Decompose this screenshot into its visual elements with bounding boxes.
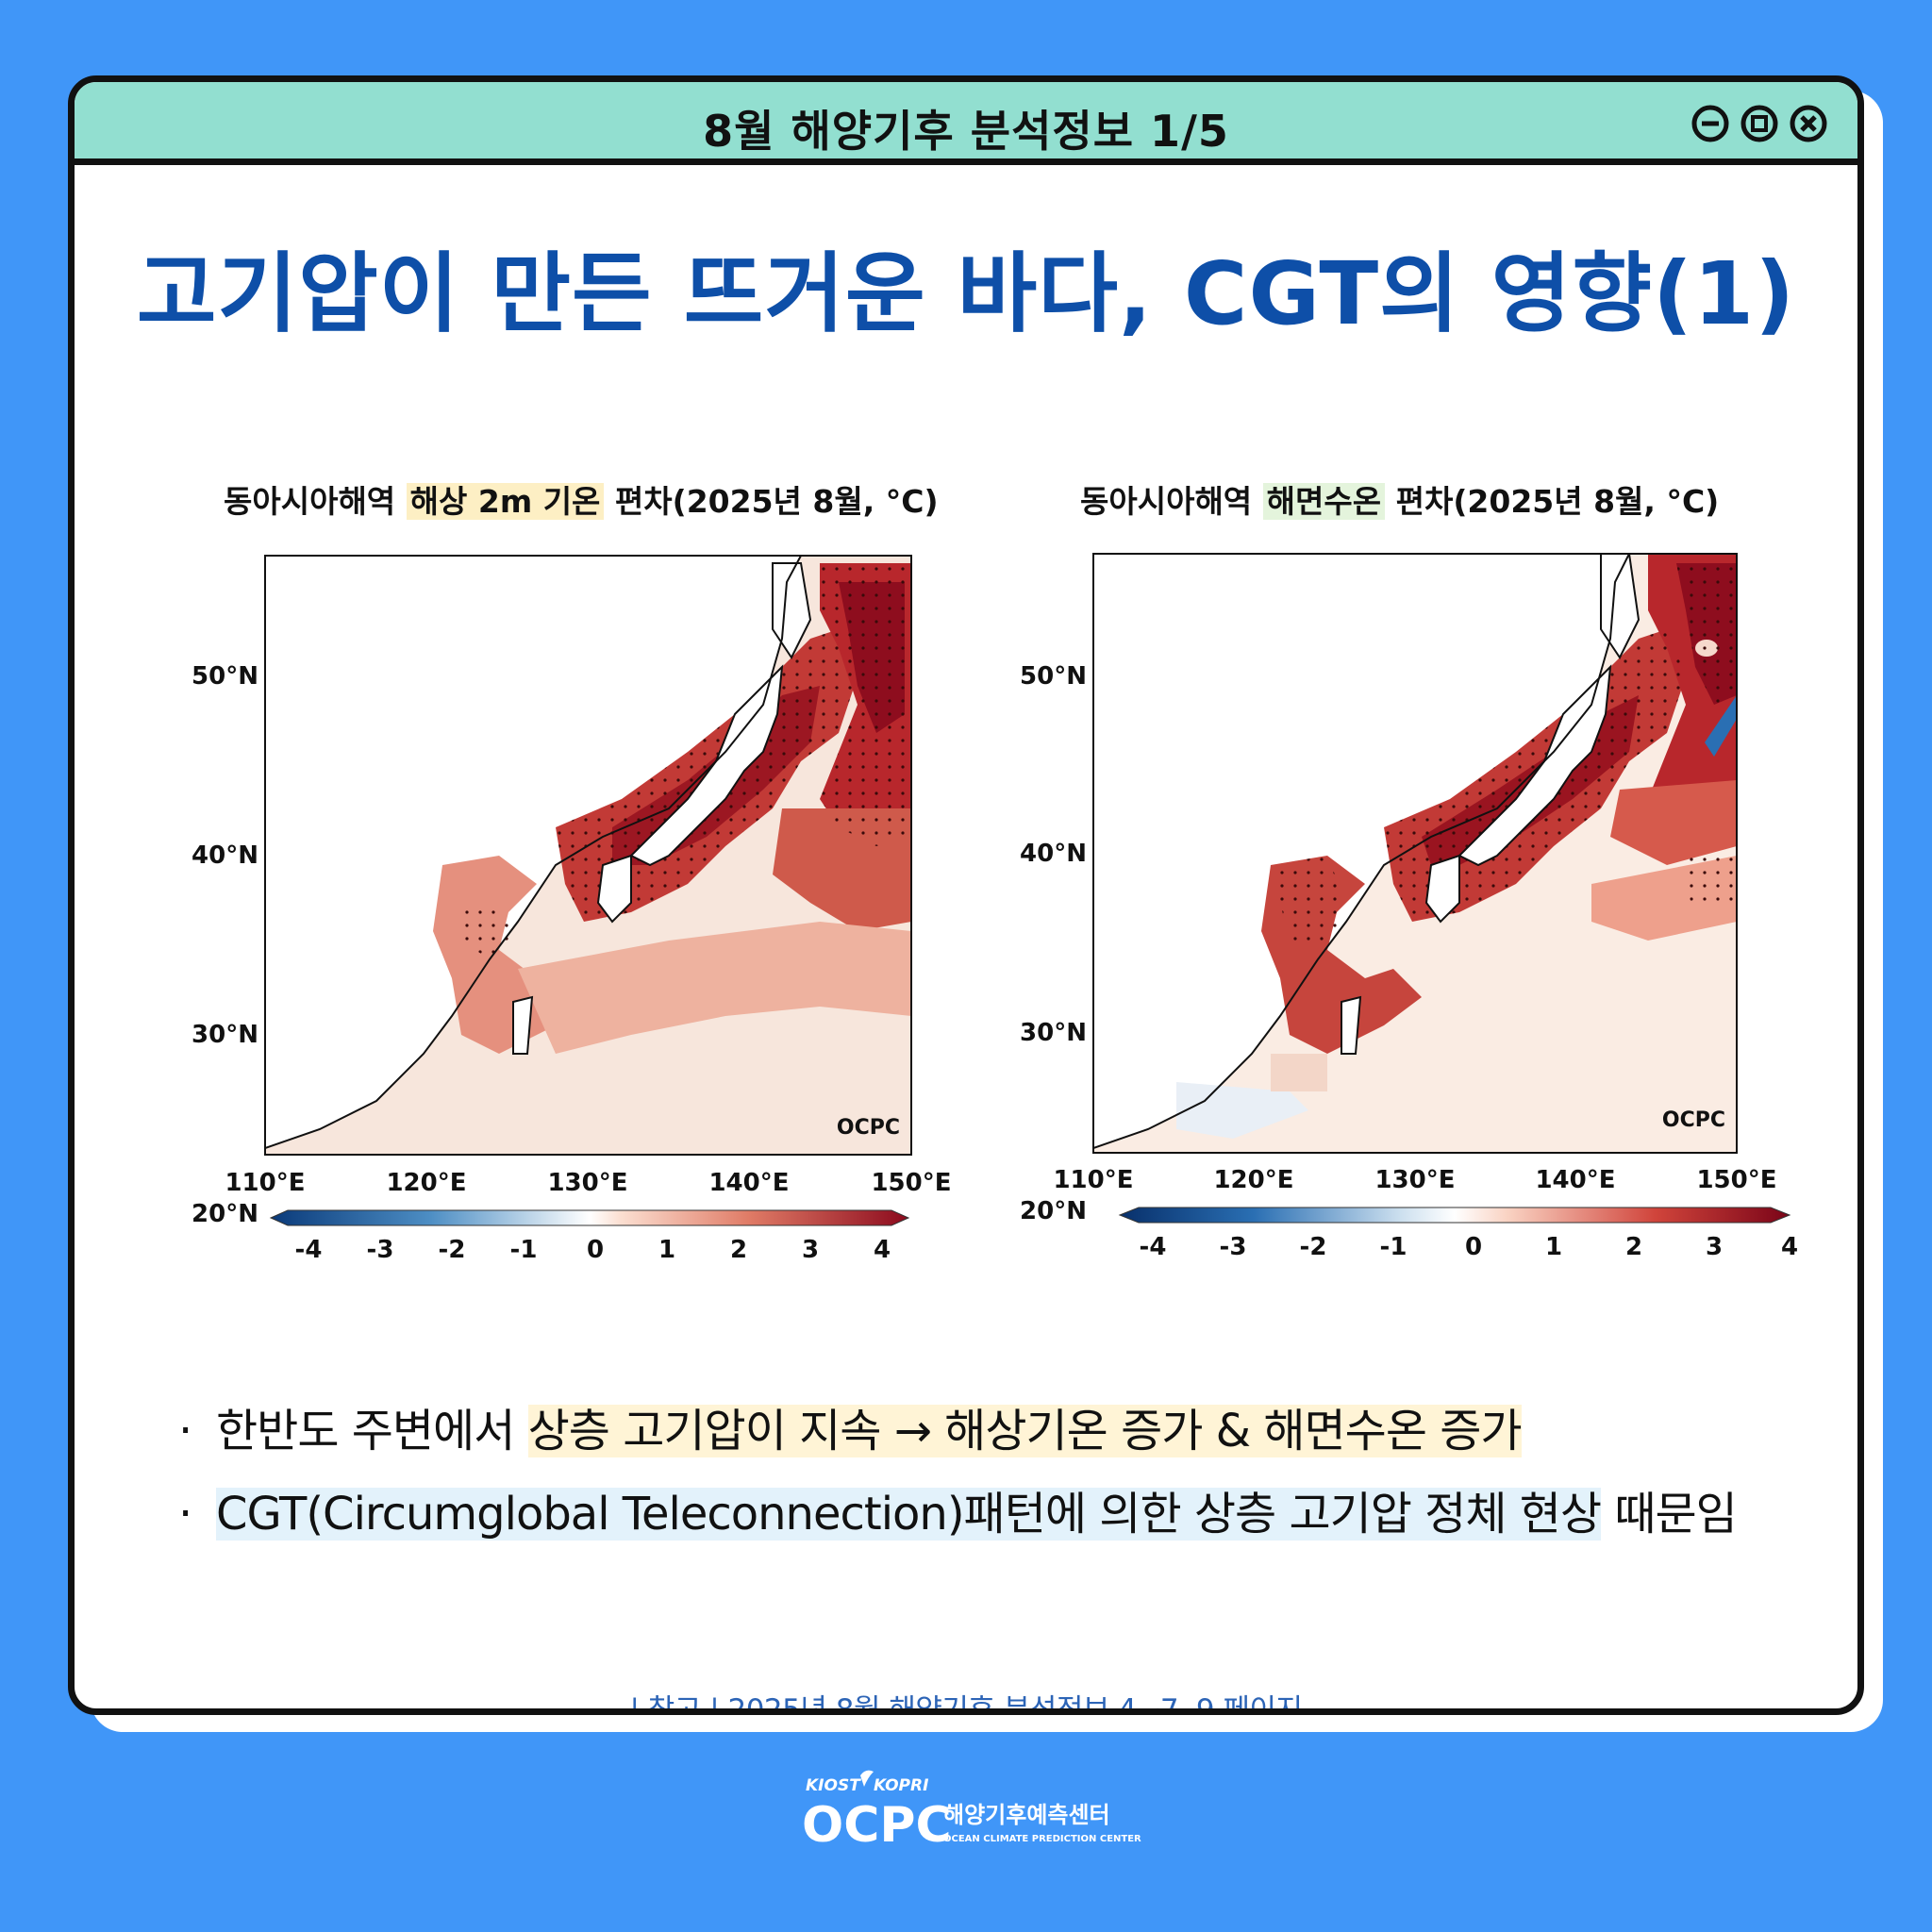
colorbar-ticks: -4 -3 -2 -1 0 1 2 3 4: [1140, 1233, 1798, 1261]
window-card: 8월 해양기후 분석정보 1/5 고기압이 만든 뜨거운 바다, CGT의 영향…: [68, 75, 1864, 1715]
reference-note: | 참고 | 2025년 8월 해양기후 분석정보 4~7, 9 페이지: [629, 1693, 1304, 1715]
map-title-highlight: 해면수온: [1262, 483, 1386, 520]
center-name-ko: 해양기후예측센터: [943, 1802, 1110, 1828]
lon-tick: 150°E: [871, 1169, 951, 1197]
bullet-highlight: CGT(Circumglobal Teleconnection)패턴에 의한 상…: [216, 1488, 1602, 1541]
lat-tick: 50°N: [192, 662, 258, 691]
colorbar-tick: 1: [1545, 1233, 1562, 1261]
lon-tick: 130°E: [1374, 1166, 1455, 1194]
colorbar-tick: 0: [1465, 1233, 1482, 1261]
colorbar-tick: 3: [802, 1236, 819, 1264]
lat-tick: 30°N: [1020, 1019, 1087, 1047]
lat-tick: 20°N: [1020, 1197, 1087, 1225]
map-title-prefix: 동아시아해역: [1080, 483, 1263, 520]
lon-tick: 140°E: [708, 1169, 789, 1197]
lat-axis: 50°N 40°N 30°N 20°N: [192, 662, 258, 1228]
map-air-temp-anomaly: OCPC 50°N 40°N 30°N 20°N 110°E 120°E 130…: [192, 555, 952, 1264]
lon-tick: 120°E: [1213, 1166, 1293, 1194]
lon-tick: 150°E: [1696, 1166, 1776, 1194]
window-title: 8월 해양기후 분석정보 1/5: [703, 106, 1229, 157]
ocpc-logo-text: OCPC: [802, 1797, 952, 1851]
colorbar-tick: 0: [587, 1236, 604, 1264]
bullet-item: · 한반도 주변에서 상층 고기압이 지속 → 해상기온 증가 & 해면수온 증가: [178, 1393, 1737, 1459]
center-name-en: OCEAN CLIMATE PREDICTION CENTER: [943, 1834, 1141, 1844]
page-title: 고기압이 만든 뜨거운 바다, CGT의 영향(1): [136, 243, 1796, 344]
kiost-logo-text: KIOST: [806, 1776, 861, 1795]
map-title-suffix: 편차(2025년 8월, °C): [1385, 483, 1720, 520]
lon-axis: 110°E 120°E 130°E 140°E 150°E: [1053, 1166, 1776, 1194]
colorbar-tick: -4: [1140, 1233, 1167, 1261]
lon-tick: 120°E: [386, 1169, 466, 1197]
colorbar-tick: 4: [1781, 1233, 1798, 1261]
colorbar-tick: 3: [1706, 1233, 1723, 1261]
lat-tick: 30°N: [192, 1021, 258, 1049]
bullet-plain: 한반도 주변에서: [216, 1405, 528, 1457]
colorbar-tick: -2: [1300, 1233, 1327, 1261]
lon-axis: 110°E 120°E 130°E 140°E 150°E: [225, 1169, 951, 1197]
lat-tick: 40°N: [1020, 840, 1087, 868]
close-icon[interactable]: [1788, 103, 1829, 144]
leaf-icon: [860, 1770, 874, 1787]
bullet-dot: ·: [178, 1405, 192, 1457]
summary-bullets: · 한반도 주변에서 상층 고기압이 지속 → 해상기온 증가 & 해면수온 증가…: [178, 1393, 1738, 1559]
colorbar-tick: 2: [730, 1236, 747, 1264]
minimize-icon[interactable]: [1690, 103, 1731, 144]
map-watermark: OCPC: [1662, 1108, 1725, 1132]
colorbar-tick: -4: [295, 1236, 323, 1264]
colorbar-tick: 2: [1625, 1233, 1642, 1261]
window-controls: [1690, 103, 1829, 144]
colorbar-tick: -3: [1220, 1233, 1247, 1261]
map-sst-anomaly: OCPC 50°N 40°N 30°N 20°N 110°E 120°E 130…: [1020, 553, 1798, 1261]
lat-axis: 50°N 40°N 30°N 20°N: [1020, 662, 1087, 1225]
lon-tick: 140°E: [1535, 1166, 1615, 1194]
lat-tick: 40°N: [192, 841, 258, 870]
map-title-air-temp: 동아시아해역 해상 2m 기온 편차(2025년 8월, °C): [224, 476, 939, 522]
map-frame: [264, 555, 912, 1156]
lat-tick: 50°N: [1020, 662, 1087, 691]
ocpc-logo: KIOST KOPRI OCPC 해양기후예측센터 OCEAN CLIMATE …: [802, 1770, 1141, 1851]
lon-tick: 130°E: [547, 1169, 627, 1197]
lon-tick: 110°E: [1053, 1166, 1133, 1194]
colorbar-tick: -2: [439, 1236, 466, 1264]
map-title-sst: 동아시아해역 해면수온 편차(2025년 8월, °C): [1080, 476, 1719, 522]
kopri-logo-text: KOPRI: [874, 1776, 928, 1795]
map-title-highlight: 해상 2m 기온: [406, 483, 605, 520]
colorbar-tick: -3: [367, 1236, 394, 1264]
bullet-tail: 때문임: [1601, 1488, 1737, 1541]
bullet-highlight: 상층 고기압이 지속 → 해상기온 증가 & 해면수온 증가: [527, 1405, 1523, 1457]
map-title-suffix: 편차(2025년 8월, °C): [604, 483, 939, 520]
lon-tick: 110°E: [225, 1169, 305, 1197]
colorbar-tick: 1: [658, 1236, 675, 1264]
map-watermark: OCPC: [837, 1116, 900, 1140]
bullet-item: · CGT(Circumglobal Teleconnection)패턴에 의한 …: [178, 1476, 1738, 1542]
colorbar-tick: -1: [1380, 1233, 1407, 1261]
colorbar: [269, 1209, 910, 1226]
bullet-dot: ·: [178, 1488, 192, 1541]
colorbar-ticks: -4 -3 -2 -1 0 1 2 3 4: [295, 1236, 891, 1264]
window-titlebar: 8월 해양기후 분석정보 1/5: [75, 82, 1857, 165]
colorbar: [1118, 1207, 1791, 1224]
lat-tick: 20°N: [192, 1200, 258, 1228]
colorbar-tick: 4: [874, 1236, 891, 1264]
maximize-icon[interactable]: [1739, 103, 1780, 144]
colorbar-tick: -1: [510, 1236, 538, 1264]
map-frame: [1092, 553, 1738, 1154]
map-title-prefix: 동아시아해역: [224, 483, 407, 520]
